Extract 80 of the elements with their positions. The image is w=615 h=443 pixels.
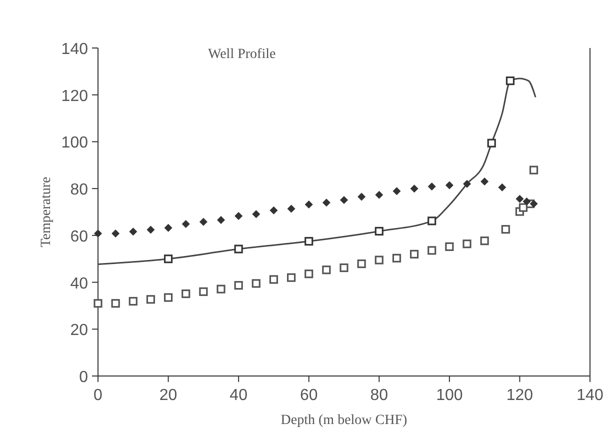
- point: [322, 198, 330, 207]
- point: [487, 138, 496, 148]
- point: [234, 244, 243, 254]
- point: [518, 203, 528, 212]
- point: [374, 226, 384, 236]
- point: [506, 76, 515, 86]
- point: [462, 240, 472, 248]
- point: [480, 236, 489, 246]
- point: [252, 279, 260, 288]
- point: [112, 230, 120, 238]
- point: [322, 266, 331, 274]
- point: [428, 216, 436, 226]
- x-tick-label: 140: [576, 387, 604, 404]
- point: [182, 220, 190, 228]
- point: [146, 226, 155, 234]
- point: [216, 284, 226, 294]
- point: [529, 166, 538, 174]
- point: [498, 183, 506, 192]
- point: [286, 273, 296, 282]
- point: [287, 204, 296, 213]
- point: [410, 250, 419, 258]
- point: [516, 194, 524, 203]
- x-tick-label: 120: [506, 387, 534, 404]
- point: [252, 210, 260, 218]
- x-tick-label: 40: [230, 387, 248, 404]
- point: [269, 275, 278, 284]
- x-tick-label: 100: [436, 387, 463, 404]
- point: [530, 200, 538, 208]
- point: [304, 270, 314, 278]
- point: [445, 242, 454, 251]
- point: [392, 254, 402, 262]
- y-tick-label: 120: [61, 88, 88, 105]
- y-tick-label: 20: [70, 322, 88, 340]
- point: [129, 228, 138, 236]
- x-tick-label: 80: [370, 387, 388, 404]
- point: [111, 299, 120, 308]
- y-tick-label: 60: [70, 228, 88, 246]
- point: [428, 246, 436, 255]
- point: [304, 200, 313, 209]
- point: [340, 263, 348, 272]
- point: [392, 187, 401, 196]
- y-tick-label: 140: [61, 41, 88, 58]
- point: [234, 212, 243, 220]
- point: [164, 224, 172, 232]
- line-series: [97, 78, 536, 265]
- point: [94, 230, 102, 238]
- point: [428, 182, 436, 190]
- point: [234, 281, 243, 290]
- x-axis-title: Depth (m below CHF): [280, 413, 408, 428]
- y-tick-label: 0: [79, 369, 88, 386]
- point: [182, 289, 190, 298]
- point: [463, 180, 471, 188]
- chart-title: Well Profile: [208, 47, 276, 62]
- point: [522, 197, 531, 206]
- y-tick-label: 40: [70, 275, 88, 292]
- y-tick-label: 80: [70, 182, 88, 199]
- y-tick-label: 100: [61, 134, 88, 152]
- point: [340, 196, 348, 204]
- point: [164, 293, 173, 302]
- point: [410, 184, 418, 193]
- point: [357, 259, 366, 268]
- y-axis-title: Temperature: [39, 176, 54, 248]
- point: [270, 206, 278, 214]
- point: [374, 256, 384, 264]
- point: [94, 299, 102, 308]
- point: [217, 216, 225, 224]
- point: [128, 296, 138, 306]
- point: [199, 287, 208, 296]
- point: [199, 218, 208, 226]
- x-tick-label: 60: [300, 387, 318, 404]
- point: [304, 236, 314, 246]
- x-tick-label: 20: [159, 387, 178, 404]
- point: [164, 254, 173, 264]
- point: [501, 225, 510, 234]
- point: [375, 190, 384, 199]
- point: [445, 181, 454, 190]
- x-tick-label: 0: [94, 387, 103, 404]
- point: [358, 192, 366, 201]
- point: [146, 295, 156, 304]
- point: [480, 178, 489, 186]
